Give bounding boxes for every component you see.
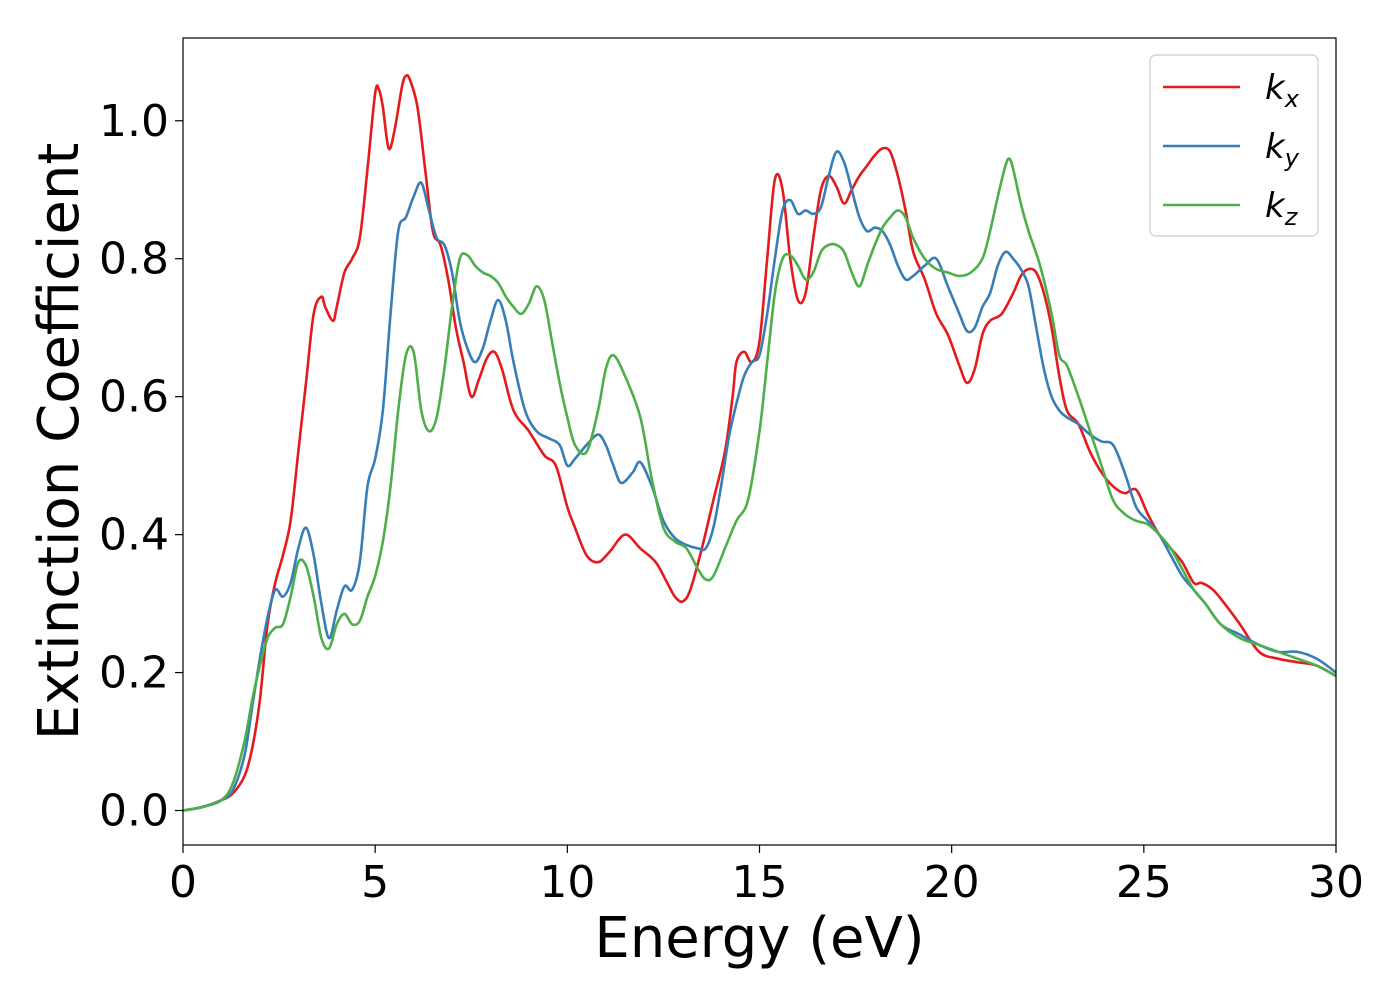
- series-line-ky: [183, 150, 1336, 812]
- legend-label-subscript: y: [1284, 144, 1300, 172]
- y-tick-label: 0.6: [99, 372, 169, 423]
- x-axis: 0 5 10 15 20 25 30: [169, 845, 1364, 908]
- x-tick-label: 10: [539, 857, 595, 908]
- x-tick-label: 20: [924, 857, 980, 908]
- series-line-kx: [183, 73, 1336, 812]
- y-tick-label: 0.2: [99, 648, 169, 699]
- y-tick-label: 0.0: [99, 786, 169, 837]
- x-tick-label: 25: [1116, 857, 1172, 908]
- legend-label-kx: kx: [1265, 68, 1300, 113]
- legend-label-base: k: [1265, 68, 1286, 108]
- x-tick-label: 30: [1308, 857, 1364, 908]
- legend-label-base: k: [1265, 186, 1286, 226]
- y-axis-label: Extinction Coefficient: [27, 143, 92, 741]
- series-layer: [183, 73, 1336, 812]
- x-tick-label: 5: [361, 857, 389, 908]
- x-axis-label: Energy (eV): [594, 906, 924, 971]
- y-tick-label: 0.4: [99, 510, 169, 561]
- legend-label-base: k: [1265, 127, 1286, 167]
- x-tick-label: 15: [732, 857, 788, 908]
- y-tick-label: 0.8: [99, 234, 169, 285]
- legend-label-kz: kz: [1265, 186, 1299, 231]
- y-tick-label: 1.0: [99, 96, 169, 147]
- legend-label-subscript: x: [1284, 85, 1300, 113]
- series-line-kz: [183, 157, 1336, 812]
- legend-label-ky: ky: [1265, 127, 1300, 172]
- legend-label-subscript: z: [1284, 203, 1299, 231]
- y-axis: 0.0 0.2 0.4 0.6 0.8 1.0: [99, 96, 183, 837]
- x-tick-label: 0: [169, 857, 197, 908]
